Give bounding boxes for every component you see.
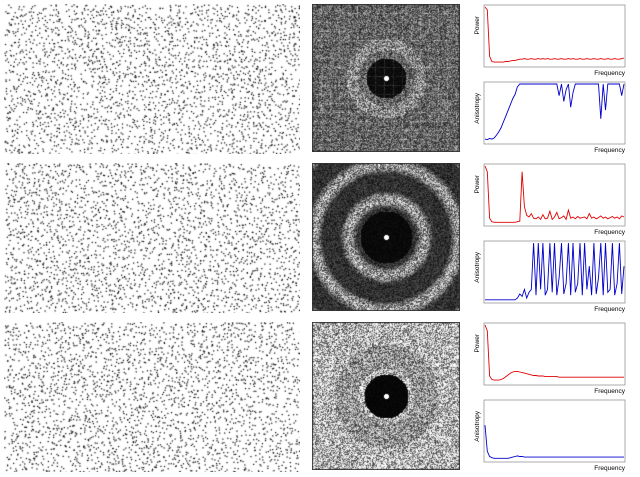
power-chart-1: Power Frequency	[470, 4, 634, 80]
y-axis-label: Power	[474, 333, 481, 352]
power-chart-3-svg: Power Frequency	[474, 322, 626, 395]
x-axis-label: Frequency	[594, 229, 625, 236]
y-axis-label: Anisotropy	[474, 251, 481, 282]
point-canvas-1	[4, 4, 300, 154]
plot-frame	[483, 4, 626, 68]
point-distribution-3	[4, 322, 300, 472]
power-series-line	[484, 6, 625, 63]
y-axis-label: Anisotropy	[474, 92, 481, 123]
x-axis-label: Frequency	[594, 306, 625, 313]
power-series-line	[484, 165, 625, 223]
anisotropy-chart-1-svg: Anisotropy Frequency	[474, 81, 626, 154]
anisotropy-chart-2: Anisotropy Frequency	[470, 240, 634, 316]
x-axis-label: Frequency	[594, 70, 625, 77]
anisotropy-series-line	[484, 83, 625, 141]
plot-frame	[483, 81, 626, 145]
power-chart-3: Power Frequency	[470, 322, 634, 398]
power-chart-1-svg: Power Frequency	[474, 4, 626, 77]
point-canvas-3	[4, 322, 300, 472]
plot-frame	[483, 240, 626, 304]
x-axis-label: Frequency	[594, 147, 625, 154]
power-chart-2: Power Frequency	[470, 163, 634, 239]
power-chart-2-svg: Power Frequency	[474, 163, 626, 236]
anisotropy-chart-3: Anisotropy Frequency	[470, 399, 634, 475]
power-spectrum-image-1	[312, 4, 460, 152]
y-axis-label: Power	[474, 174, 481, 193]
anisotropy-series-line	[484, 425, 624, 459]
spectrum-canvas-2	[312, 163, 460, 311]
y-axis-label: Anisotropy	[474, 410, 481, 441]
spectrum-canvas-3	[312, 322, 460, 470]
plot-frame	[483, 399, 626, 463]
anisotropy-chart-3-svg: Anisotropy Frequency	[474, 399, 626, 472]
anisotropy-chart-1: Anisotropy Frequency	[470, 81, 634, 157]
point-distribution-1	[4, 4, 300, 154]
plot-frame	[483, 163, 626, 227]
anisotropy-chart-2-svg: Anisotropy Frequency	[474, 240, 626, 313]
y-axis-label: Power	[474, 15, 481, 34]
point-canvas-2	[4, 163, 300, 313]
anisotropy-series-line	[485, 242, 625, 301]
spectrum-canvas-1	[312, 4, 460, 152]
x-axis-label: Frequency	[594, 465, 625, 472]
power-spectrum-image-3	[312, 322, 460, 470]
power-series-line	[484, 324, 624, 381]
plot-frame	[483, 322, 626, 386]
x-axis-label: Frequency	[594, 388, 625, 395]
power-spectrum-image-2	[312, 163, 460, 311]
point-distribution-2	[4, 163, 300, 313]
